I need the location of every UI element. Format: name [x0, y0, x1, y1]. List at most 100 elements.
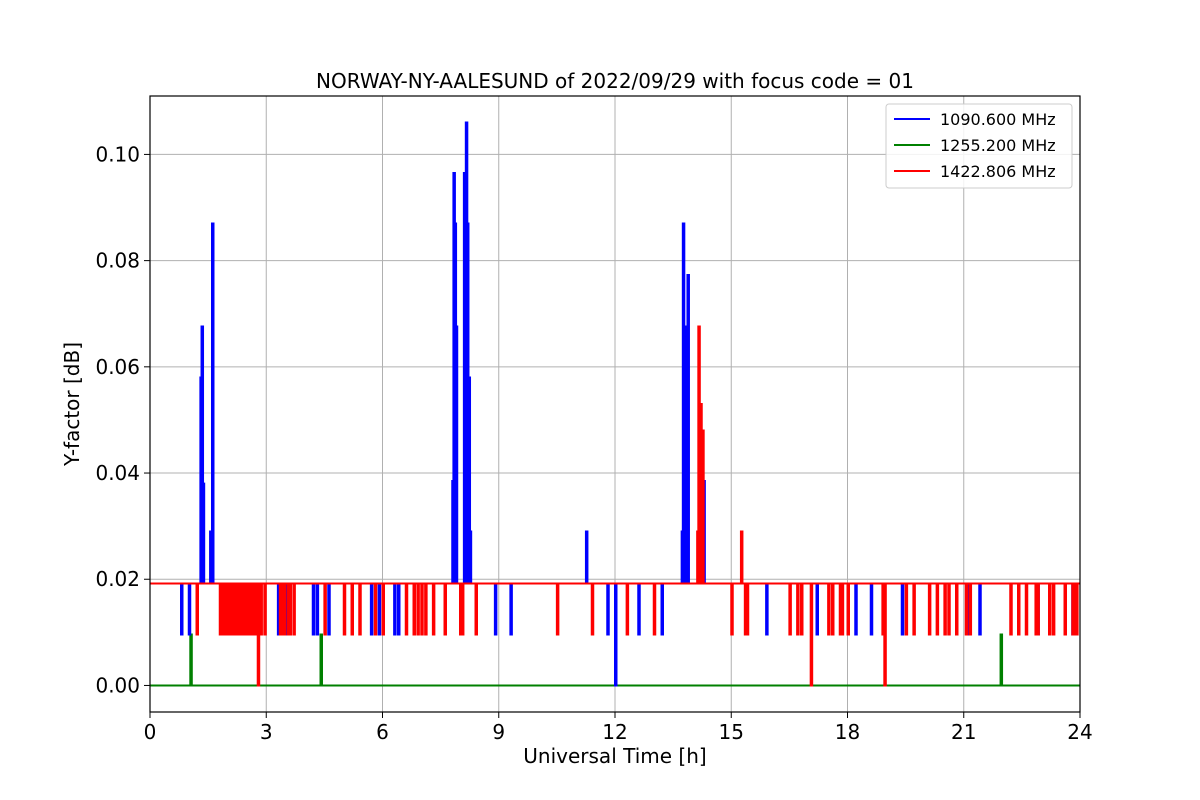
data-point [1035, 633, 1037, 636]
x-axis-label: Universal Time [h] [523, 744, 706, 768]
data-point [250, 633, 253, 636]
data-point [413, 633, 415, 636]
data-point [1000, 633, 1002, 636]
chart-title: NORWAY-NY-AALESUND of 2022/09/29 with fo… [316, 69, 914, 93]
y-axis-ticks: 0.00 0.02 0.04 0.06 0.08 0.10 [95, 142, 150, 697]
data-point [1010, 633, 1012, 636]
data-point [405, 633, 408, 636]
legend: 1090.600 MHz 1255.200 MHz 1422.806 MHz [885, 103, 1073, 189]
y-tick-label: 0.04 [95, 461, 140, 485]
data-point [227, 633, 229, 636]
data-point [944, 633, 946, 636]
data-point [1074, 633, 1076, 636]
data-point [626, 633, 628, 636]
data-point [201, 325, 203, 328]
data-point [687, 274, 689, 276]
x-tick-label: 21 [951, 720, 976, 744]
y-tick-label: 0.10 [95, 142, 140, 166]
data-point [200, 376, 202, 379]
data-point [731, 633, 733, 636]
data-point [965, 633, 968, 636]
data-point [682, 222, 685, 225]
y-tick-label: 0.06 [95, 355, 140, 379]
data-point [956, 633, 958, 636]
data-point [252, 633, 255, 636]
x-tick-label: 24 [1067, 720, 1092, 744]
x-tick-label: 0 [144, 720, 157, 744]
data-point [495, 633, 497, 636]
data-point [351, 633, 353, 636]
series-layer [150, 121, 1080, 687]
data-point [237, 633, 239, 636]
data-point [882, 633, 884, 636]
data-point [453, 172, 455, 174]
data-point [462, 633, 464, 636]
data-point [231, 633, 233, 636]
data-point [700, 403, 702, 405]
data-point [464, 172, 466, 174]
data-point [181, 633, 183, 636]
data-point [586, 530, 588, 533]
data-point [425, 633, 427, 636]
data-point [661, 633, 663, 636]
data-point [444, 633, 446, 636]
data-point [254, 633, 256, 636]
data-point [374, 633, 377, 636]
data-point [260, 633, 262, 636]
x-axis-ticks: 0 3 6 9 12 15 18 21 24 [144, 712, 1093, 744]
data-point [979, 633, 981, 636]
data-point [452, 480, 454, 482]
data-point [455, 325, 458, 328]
data-point [607, 633, 609, 636]
data-point [221, 633, 224, 636]
data-point [1049, 633, 1051, 636]
data-point [460, 633, 462, 636]
data-point [229, 633, 231, 636]
data-point [467, 222, 469, 225]
data-point [188, 633, 191, 636]
data-point [615, 684, 617, 687]
data-point [283, 633, 286, 636]
data-point [1076, 633, 1078, 636]
data-point [766, 633, 768, 636]
data-point [239, 633, 241, 636]
y-tick-label: 0.00 [95, 673, 140, 697]
data-point [243, 633, 245, 636]
data-point [847, 633, 849, 636]
data-point [281, 633, 284, 636]
data-point [1037, 633, 1039, 636]
data-point [744, 633, 747, 636]
data-point [789, 633, 791, 636]
data-point [741, 530, 743, 533]
data-point [929, 633, 931, 636]
data-point [913, 633, 915, 636]
data-point [312, 633, 315, 636]
data-point [241, 633, 243, 636]
data-point [417, 633, 419, 636]
data-point [905, 633, 907, 636]
y-tick-label: 0.08 [95, 249, 140, 273]
data-point [248, 633, 251, 636]
data-point [510, 633, 512, 636]
y-axis-label: Y-factor [dB] [60, 342, 84, 467]
data-point [225, 633, 227, 636]
data-point [1018, 633, 1020, 636]
data-point [287, 633, 289, 636]
data-point [475, 633, 477, 636]
data-point [235, 633, 237, 636]
data-point [702, 429, 704, 432]
data-point [371, 633, 373, 636]
data-point [832, 633, 834, 636]
data-point [684, 325, 687, 328]
data-point [382, 633, 384, 636]
data-point [469, 530, 472, 533]
x-tick-label: 6 [376, 720, 389, 744]
data-point [681, 530, 684, 533]
data-point [320, 633, 322, 636]
data-point [223, 633, 225, 636]
data-point [316, 633, 318, 636]
data-point [698, 325, 700, 328]
x-tick-label: 9 [492, 720, 505, 744]
